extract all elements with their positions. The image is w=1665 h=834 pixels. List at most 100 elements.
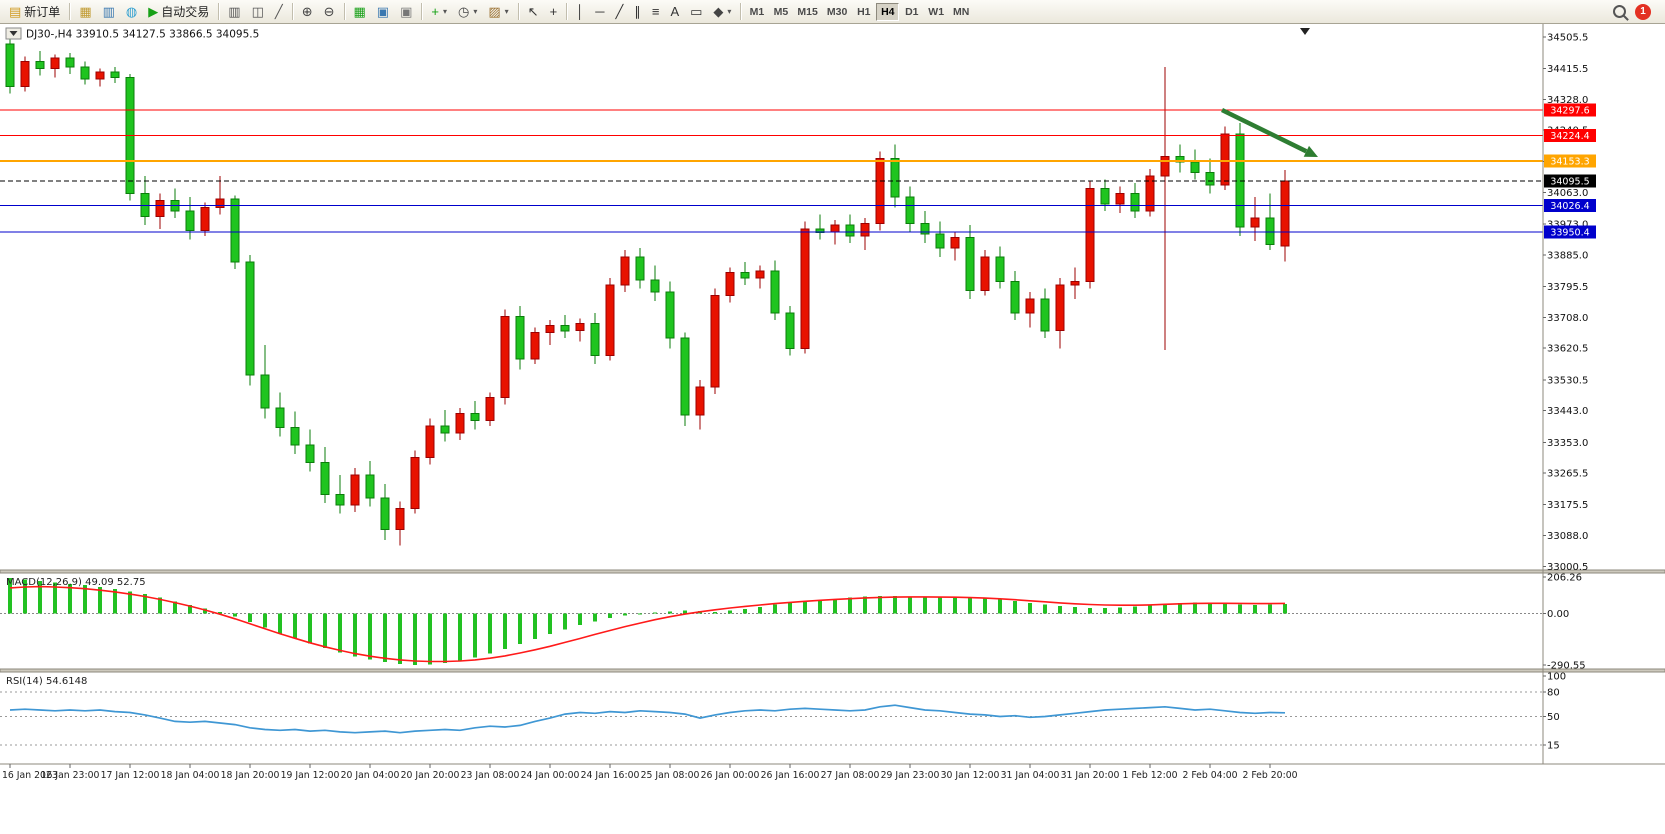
periods-button[interactable]: ◷ ▾: [453, 2, 482, 22]
macd-histogram-bar: [578, 613, 582, 626]
arrow-shaft: [1221, 107, 1308, 154]
macd-histogram-bar: [533, 613, 537, 639]
resistance-line-lower-price-badge: [1544, 129, 1596, 143]
profiles-icon[interactable]: ▥: [98, 2, 120, 22]
new-order-button[interactable]: ▤ 新订单: [4, 2, 65, 22]
charts-icon[interactable]: ▦: [74, 2, 96, 22]
label-icon[interactable]: ▭: [685, 2, 707, 22]
bar-chart-icon[interactable]: ▥: [223, 2, 245, 22]
macd-histogram-bar: [53, 582, 57, 614]
rsi-pane: RSI(14) 54.6148: [0, 676, 1543, 746]
candle-body: [515, 316, 525, 360]
candle-body: [1145, 175, 1155, 212]
candle-body: [635, 256, 645, 281]
candle-body: [845, 224, 855, 237]
chevron-down-icon: ▾: [727, 7, 732, 16]
auto-scroll-icon[interactable]: ▣: [395, 2, 417, 22]
toolbar-right: 1: [1613, 3, 1661, 20]
candle-body: [920, 223, 930, 235]
candle-body: [1160, 156, 1170, 177]
timeframe-M30[interactable]: M30: [823, 3, 851, 21]
time-axis-label: 16 Jan 23:00: [41, 770, 100, 781]
horizontal-line-icon[interactable]: ─: [590, 2, 609, 22]
macd-histogram-bar: [1193, 602, 1197, 614]
trend-arrow-object[interactable]: [1221, 107, 1318, 157]
macd-histogram-bar: [593, 613, 597, 622]
candle-body: [65, 57, 75, 68]
macd-histogram-bar: [278, 613, 282, 634]
add-indicator-button[interactable]: + ▾: [426, 2, 452, 22]
macd-histogram-bar: [368, 613, 372, 660]
arrange-windows-icon[interactable]: ▣: [372, 2, 394, 22]
timeframe-D1[interactable]: D1: [900, 3, 923, 21]
price-axis-label: 34415.5: [1547, 64, 1588, 75]
line-chart-icon[interactable]: ╱: [270, 2, 288, 22]
time-axis-label: 17 Jan 12:00: [101, 770, 160, 781]
timeframe-H4[interactable]: H4: [876, 2, 900, 21]
macd-histogram-bar: [1118, 607, 1122, 614]
channel-icon[interactable]: ∥: [629, 2, 646, 22]
timeframe-MN[interactable]: MN: [949, 3, 973, 21]
candle-body: [1055, 284, 1065, 332]
timeframe-W1[interactable]: W1: [924, 3, 948, 21]
candlestick-chart-icon[interactable]: ◫: [247, 2, 269, 22]
timeframe-H1[interactable]: H1: [852, 3, 875, 21]
text-icon[interactable]: A: [665, 2, 684, 22]
macd-histogram-bar: [413, 613, 417, 665]
candle-body: [830, 224, 840, 233]
macd-histogram-bar: [353, 613, 357, 657]
macd-histogram-bar: [203, 608, 207, 614]
candle-body: [650, 279, 660, 293]
macd-histogram-bar: [968, 597, 972, 614]
shift-marker-icon[interactable]: [1300, 28, 1310, 35]
templates-button[interactable]: ▨ ▾: [483, 2, 513, 22]
notification-badge[interactable]: 1: [1635, 3, 1651, 20]
candle-body: [1250, 217, 1260, 228]
trendline-icon[interactable]: ╱: [611, 2, 629, 22]
candle-body: [1190, 161, 1200, 173]
zoom-out-icon[interactable]: ⊖: [319, 2, 340, 22]
macd-histogram-bar: [1208, 602, 1212, 614]
macd-histogram-bar: [608, 613, 612, 619]
timeframe-M5[interactable]: M5: [769, 3, 792, 21]
fibonacci-icon[interactable]: ≡: [647, 2, 665, 22]
tile-windows-icon[interactable]: ▦: [349, 2, 371, 22]
candle-body: [395, 507, 405, 530]
price-axis-label: 33353.0: [1547, 438, 1588, 449]
price-axis[interactable]: 34505.534415.534328.034240.534150.534063…: [1542, 24, 1596, 764]
search-icon[interactable]: [1613, 5, 1626, 18]
pane-splitter[interactable]: [0, 668, 1665, 673]
macd-histogram-bar: [158, 597, 162, 614]
macd-histogram-bar: [1043, 604, 1047, 614]
price-axis-label: 33885.0: [1547, 251, 1588, 262]
timeframe-M1[interactable]: M1: [745, 3, 768, 21]
macd-histogram-bar: [728, 610, 732, 614]
macd-histogram-bar: [953, 597, 957, 614]
macd-histogram-bar: [878, 595, 882, 614]
zoom-in-icon[interactable]: ⊕: [297, 2, 318, 22]
timeframe-M15[interactable]: M15: [793, 3, 821, 21]
crosshair-icon[interactable]: +: [545, 2, 563, 22]
macd-histogram-bar: [548, 613, 552, 634]
auto-trading-button[interactable]: ▶ 自动交易: [143, 2, 214, 22]
chart-canvas[interactable]: DJ30-,H4 33910.5 34127.5 33866.5 34095.5…: [0, 24, 1665, 834]
macd-histogram-bar: [833, 599, 837, 614]
cursor-icon[interactable]: ↖: [523, 2, 544, 22]
charts-icon-icon: ▦: [79, 4, 92, 19]
candle-body: [740, 272, 750, 279]
objects-button[interactable]: ◆ ▾: [708, 2, 736, 22]
macd-histogram-bar: [473, 613, 477, 658]
macd-axis-label: 206.26: [1547, 573, 1582, 584]
macd-histogram-bar: [713, 611, 717, 614]
candle-body: [95, 71, 105, 80]
pane-splitter[interactable]: [0, 569, 1665, 574]
community-icon[interactable]: ◍: [121, 2, 142, 22]
vertical-line-icon[interactable]: │: [571, 2, 589, 22]
support-line-upper-price-badge: [1544, 198, 1596, 212]
price-axis-label: 34505.5: [1547, 32, 1588, 43]
auto-scroll-icon-icon: ▣: [400, 4, 413, 19]
candle-body: [1280, 180, 1290, 247]
chart-window[interactable]: DJ30-,H4 33910.5 34127.5 33866.5 34095.5…: [0, 24, 1665, 834]
price-badge-label: 34095.5: [1550, 177, 1589, 188]
